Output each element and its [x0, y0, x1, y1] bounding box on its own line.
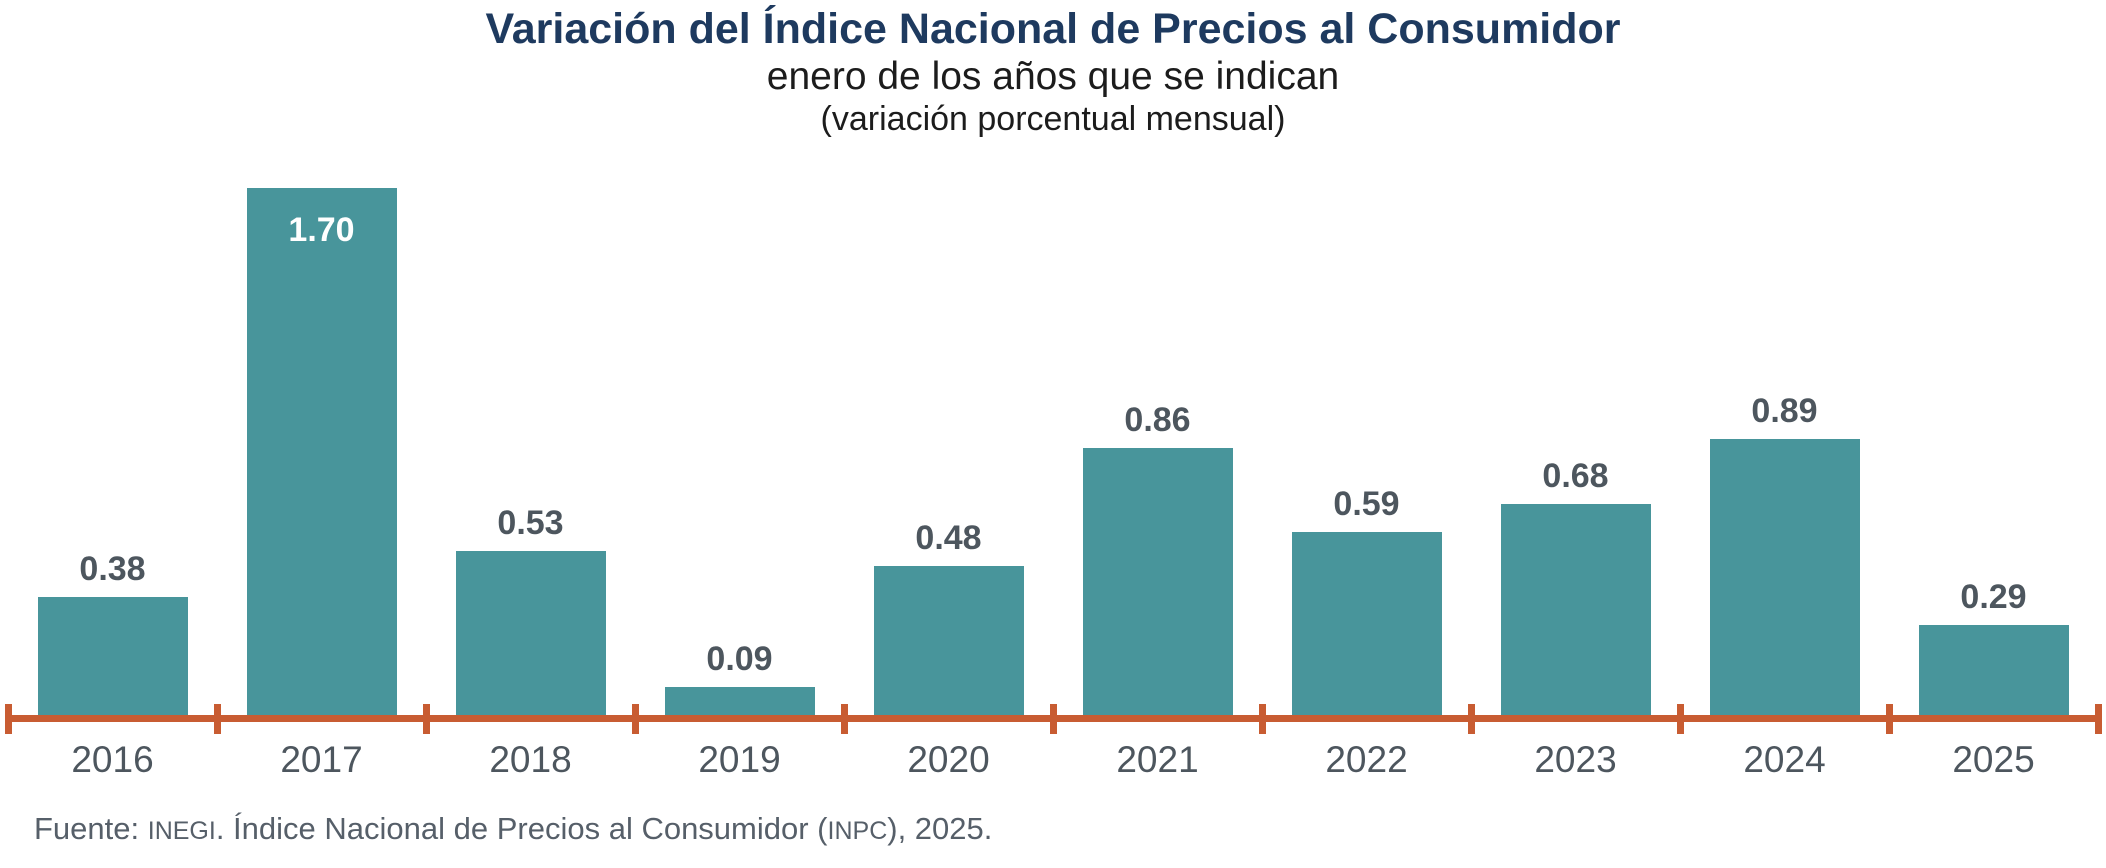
bar-value-label: 0.59	[1333, 485, 1400, 523]
x-tick-label: 2025	[1952, 739, 2035, 780]
chart-subtitle: enero de los años que se indican	[766, 55, 1340, 99]
bar-2018	[455, 551, 606, 715]
source-text: . Índice Nacional de Precios al Consumid…	[215, 811, 828, 846]
bar-value-label: 0.86	[1124, 401, 1191, 439]
bar-value-label: 0.89	[1751, 392, 1818, 430]
source-text: Fuente:	[34, 811, 148, 846]
bar-2020	[873, 566, 1024, 715]
bar-value-label: 0.38	[79, 550, 146, 588]
axis-tick	[1676, 703, 1684, 734]
x-tick-label: 2020	[907, 739, 990, 780]
chart-header: Variación del Índice Nacional de Precios…	[0, 0, 2106, 138]
bar-2022	[1291, 532, 1442, 715]
source-note: Fuente: INEGI. Índice Nacional de Precio…	[34, 810, 992, 849]
bar-value-label: 0.53	[497, 504, 564, 542]
axis-tick	[840, 703, 848, 734]
bar-2019	[664, 687, 815, 715]
bar-2023	[1500, 504, 1651, 715]
bar-2021	[1082, 448, 1233, 715]
bar-2016	[37, 597, 188, 715]
chart-unit-note: (variación porcentual mensual)	[820, 100, 1286, 139]
x-tick-label: 2018	[489, 739, 572, 780]
axis-tick	[631, 703, 639, 734]
x-tick-label: 2022	[1325, 739, 1408, 780]
axis-tick	[4, 703, 12, 734]
x-tick-label: 2021	[1116, 739, 1199, 780]
axis-tick	[1885, 703, 1893, 734]
source-acronym: INPC	[827, 817, 888, 845]
axis-tick	[422, 703, 430, 734]
x-tick-label: 2016	[71, 739, 154, 780]
bar-2017	[246, 188, 397, 715]
x-tick-label: 2024	[1743, 739, 1826, 780]
axis-tick	[1258, 703, 1266, 734]
bar-value-label: 0.48	[915, 519, 982, 557]
source-acronym: INEGI	[147, 817, 216, 845]
source-text: ), 2025.	[887, 811, 993, 846]
bar-value-label: 0.68	[1542, 457, 1609, 495]
axis-tick	[213, 703, 221, 734]
axis-tick	[1467, 703, 1475, 734]
bar-value-label: 0.09	[706, 640, 773, 678]
axis-tick	[2094, 703, 2102, 734]
axis-tick	[1049, 703, 1057, 734]
x-tick-label: 2019	[698, 739, 781, 780]
bar-value-label: 1.70	[288, 211, 355, 249]
chart-title: Variación del Índice Nacional de Precios…	[485, 5, 1621, 53]
bar-2025	[1918, 625, 2069, 715]
x-tick-label: 2017	[280, 739, 363, 780]
x-tick-label: 2023	[1534, 739, 1617, 780]
bar-2024	[1709, 439, 1860, 715]
bar-value-label: 0.29	[1960, 578, 2027, 616]
